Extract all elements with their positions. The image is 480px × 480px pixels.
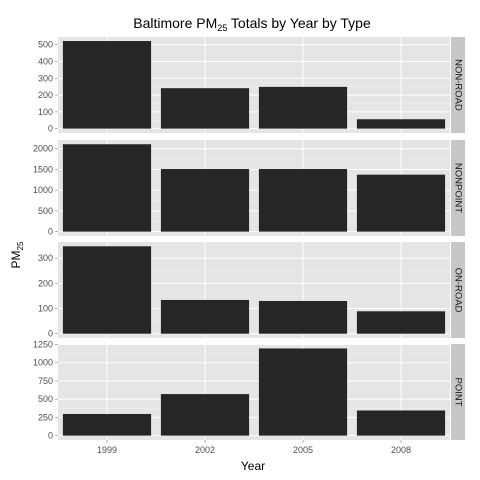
chart-title-subscript: 25: [217, 23, 227, 33]
y-tick-label: 1000: [33, 358, 53, 368]
bar-nonpoint-2005: [258, 169, 348, 232]
y-tick-label: 100: [38, 107, 53, 117]
bar-non-road-2005: [258, 86, 348, 129]
facet-strip: [451, 37, 465, 133]
bar-non-road-2008: [356, 119, 446, 129]
y-axis-title-main: PM: [9, 250, 23, 268]
y-tick-label: 0: [48, 124, 53, 134]
bar-nonpoint-2002: [160, 169, 250, 232]
chart-title-main: Baltimore PM: [133, 15, 217, 31]
bar-on-road-2008: [356, 311, 446, 334]
facet-panels: 0100200300400500NON-ROAD0500100015002000…: [33, 37, 465, 455]
y-tick-label: 200: [38, 90, 53, 100]
y-tick-label: 0: [48, 431, 53, 441]
y-tick-label: 300: [38, 73, 53, 83]
bar-non-road-1999: [62, 41, 152, 129]
y-tick-label: 1250: [33, 340, 53, 350]
bar-on-road-1999: [62, 246, 152, 334]
y-tick-label: 100: [38, 304, 53, 314]
x-tick-label: 2005: [293, 445, 313, 455]
x-tick-label: 2002: [195, 445, 215, 455]
bar-point-1999: [62, 413, 152, 436]
facet-strip-label: NONPOINT: [453, 163, 464, 213]
y-tick-label: 750: [38, 376, 53, 386]
y-tick-label: 0: [48, 227, 53, 237]
bar-on-road-2005: [258, 300, 348, 334]
y-tick-label: 300: [38, 253, 53, 263]
y-tick-label: 500: [38, 206, 53, 216]
y-tick-label: 1000: [33, 185, 53, 195]
facet-strip-label: POINT: [453, 377, 464, 406]
y-tick-label: 500: [38, 394, 53, 404]
bar-point-2002: [160, 394, 250, 436]
bar-nonpoint-2008: [356, 174, 446, 232]
facet-strip-label: NON-ROAD: [453, 59, 464, 111]
panel-non-road: 0 100 200 300 400 500 NON-ROAD: [38, 37, 465, 134]
facet-strip: [451, 140, 465, 236]
panel-on-road: 0 100 200 300 ON-ROAD: [38, 242, 465, 339]
y-tick-label: 1500: [33, 164, 53, 174]
x-axis-title: Year: [241, 459, 265, 473]
bar-non-road-2002: [160, 88, 250, 129]
facet-strip-label: ON-ROAD: [453, 268, 464, 313]
facet-strip: [451, 242, 465, 338]
x-tick-label: 2008: [391, 445, 411, 455]
panel-point: 0 250 500 750 1000 1250 POINT: [33, 340, 465, 441]
facet-strip: [451, 344, 465, 440]
bar-point-2005: [258, 348, 348, 436]
y-tick-label: 200: [38, 278, 53, 288]
chart-title: Baltimore PM25 Totals by Year by Type: [133, 15, 371, 33]
y-axis-title: PM25: [9, 241, 25, 268]
bar-on-road-2002: [160, 299, 250, 334]
y-axis-title-subscript: 25: [16, 241, 25, 250]
y-tick-label: 400: [38, 57, 53, 67]
bar-nonpoint-1999: [62, 144, 152, 232]
y-tick-label: 500: [38, 40, 53, 50]
y-tick-label: 0: [48, 329, 53, 339]
chart-title-rest: Totals by Year by Type: [227, 15, 371, 31]
panel-nonpoint: 0 500 1000 1500 2000 NONPOINT: [33, 140, 465, 237]
y-tick-label: 250: [38, 412, 53, 422]
y-tick-label: 2000: [33, 144, 53, 154]
x-tick-label: 1999: [97, 445, 117, 455]
bar-point-2008: [356, 410, 446, 436]
